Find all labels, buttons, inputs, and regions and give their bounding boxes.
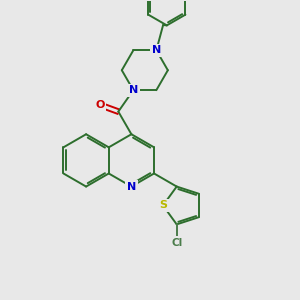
Text: N: N xyxy=(127,182,136,192)
Text: S: S xyxy=(159,200,167,211)
Text: Cl: Cl xyxy=(171,238,182,248)
Text: O: O xyxy=(95,100,105,110)
Text: N: N xyxy=(129,85,138,95)
Text: N: N xyxy=(152,45,161,55)
